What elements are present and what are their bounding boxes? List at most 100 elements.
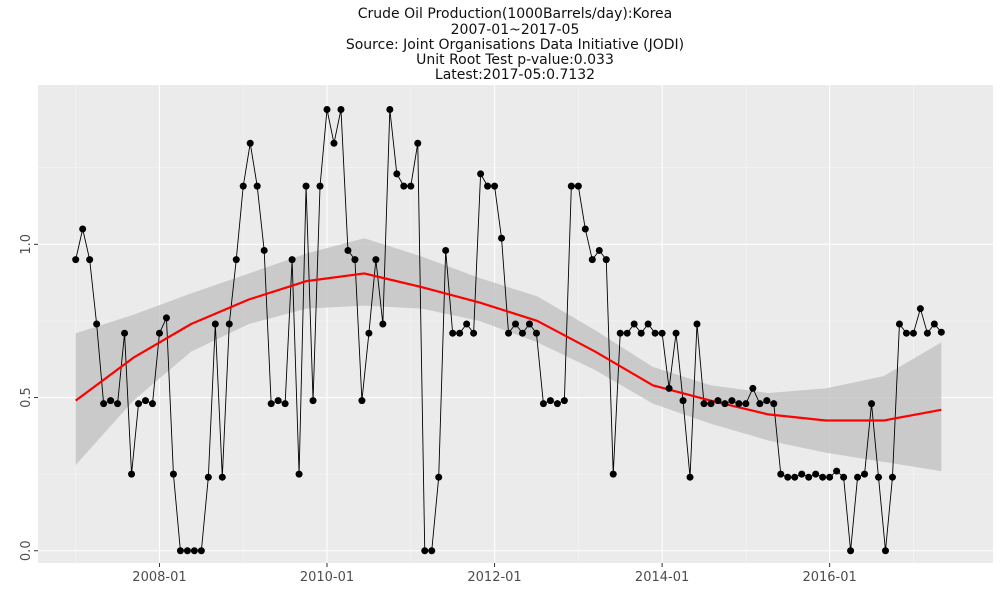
data-point [162,314,170,322]
chart-subtitle-pvalue: Unit Root Test p-value:0.033 [416,52,614,68]
data-point [232,256,240,264]
data-point [253,182,261,190]
data-point [428,547,436,555]
data-point [316,182,324,190]
data-point [902,329,910,337]
data-point [142,397,150,405]
data-point [100,400,108,408]
data-point [756,400,764,408]
chart-title-line: Crude Oil Production(1000Barrels/day):Ko… [358,6,672,22]
data-point [833,467,841,475]
data-point [351,256,359,264]
data-point [616,329,624,337]
data-point [805,473,813,481]
data-point [546,397,554,405]
data-point [847,547,855,555]
data-point [155,329,163,337]
y-tick-label: 0.5 [19,387,34,408]
data-point [498,234,506,242]
data-point [456,329,464,337]
x-tick-label: 2010-01 [300,570,354,585]
y-tick-label: 1.0 [19,234,34,255]
data-point [637,329,645,337]
data-point [595,246,603,254]
data-point [365,329,373,337]
data-point [700,400,708,408]
data-point [895,320,903,328]
data-point [281,400,289,408]
data-point [714,397,722,405]
x-tick-label: 2012-01 [467,570,521,585]
data-point [211,320,219,328]
data-point [665,384,673,392]
data-point [609,470,617,478]
data-point [742,400,750,408]
data-point [749,384,757,392]
data-point [532,329,540,337]
data-point [553,400,561,408]
data-point [525,320,533,328]
data-point [477,170,485,178]
chart-subtitle-period: 2007-01~2017-05 [451,22,580,38]
data-point [121,329,129,337]
data-point [784,473,792,481]
data-point [505,329,513,337]
data-point [470,329,478,337]
x-tick-label: 2014-01 [635,570,689,585]
data-point [393,170,401,178]
data-point [518,329,526,337]
data-point [937,328,945,336]
data-point [512,320,519,328]
data-point [658,329,666,337]
data-point [309,397,317,405]
data-point [288,256,296,264]
data-point [812,470,820,478]
data-point [491,182,499,190]
data-point [735,400,743,408]
data-point [274,397,282,405]
data-point [574,182,582,190]
data-point [909,329,917,337]
data-point [379,320,387,328]
data-point [449,329,457,337]
data-point [421,547,429,555]
data-point [435,473,443,481]
data-point [707,400,715,408]
data-point [267,400,275,408]
data-point [679,397,687,405]
data-point [204,473,212,481]
data-point [114,400,122,408]
data-point [826,473,834,481]
data-point [148,400,156,408]
data-point [581,225,589,233]
data-point [246,139,254,147]
data-point [770,400,778,408]
data-point [295,470,303,478]
data-point [386,106,394,114]
data-point [302,182,310,190]
data-point [135,400,143,408]
data-point [190,547,198,555]
data-point [721,400,729,408]
data-point [560,397,568,405]
data-point [107,397,115,405]
data-point [337,106,345,114]
data-point [260,246,268,254]
data-point [881,547,889,555]
data-point [861,470,869,478]
data-point [225,320,233,328]
data-point [854,473,862,481]
data-point [763,397,771,405]
confidence-band-area [75,238,942,472]
chart-subtitle-latest: Latest:2017-05:0.7132 [435,67,595,83]
y-tick-label: 0.0 [19,540,34,561]
data-point [128,470,136,478]
data-point [539,400,547,408]
data-point [672,329,680,337]
data-point [176,547,184,555]
data-point [819,473,827,481]
data-point [916,305,924,313]
x-axis: 2008-01 2010-01 2012-01 2014-01 2016-01 [132,563,857,585]
data-point [623,329,631,337]
